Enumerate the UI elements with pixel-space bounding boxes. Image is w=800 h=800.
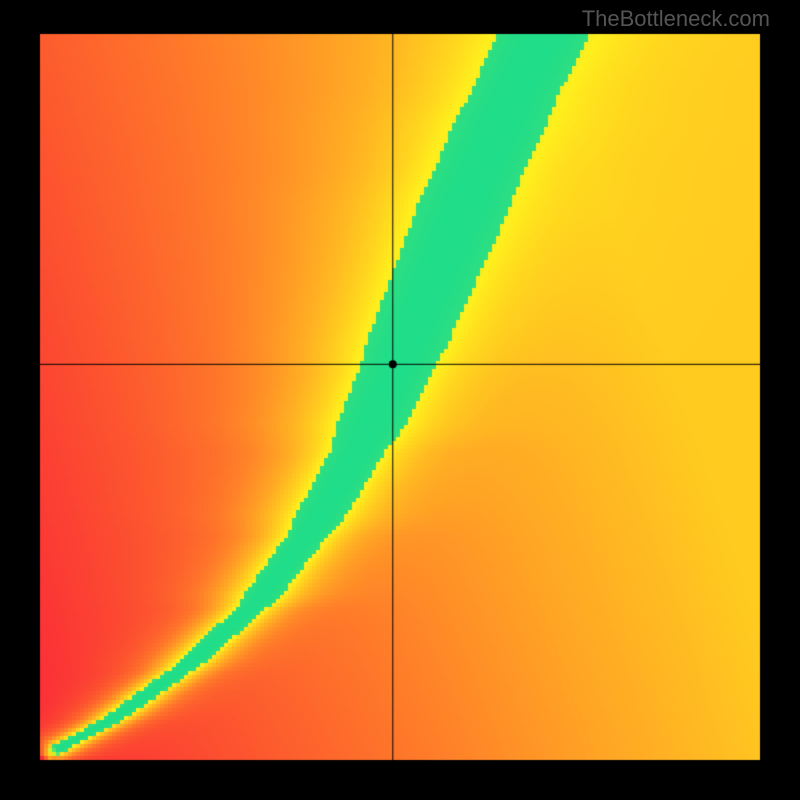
- watermark-text: TheBottleneck.com: [582, 6, 770, 32]
- bottleneck-heatmap: [0, 0, 800, 800]
